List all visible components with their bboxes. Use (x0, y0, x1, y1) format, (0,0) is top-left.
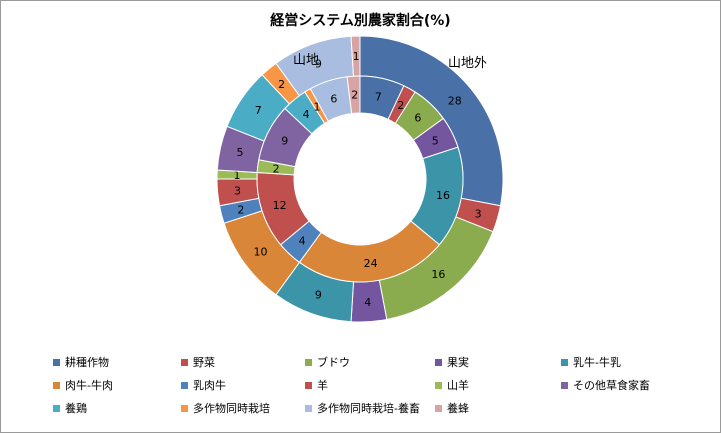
legend-swatch (53, 404, 60, 412)
chart-legend: 耕種作物 野菜 ブドウ 果実 乳牛-牛乳肉牛-牛肉 乳肉牛 羊 山羊 その他草食家畜養鶏 多作物同… (53, 353, 713, 417)
legend-swatch (53, 381, 60, 389)
legend-item: 耕種作物 (53, 353, 181, 371)
outer-ring-data-label-3: 4 (364, 296, 371, 309)
outer-series-label: 山地外 (448, 56, 487, 71)
legend-label: 耕種作物 (65, 356, 109, 369)
legend-item: ブドウ (305, 353, 435, 371)
inner-ring-data-label-2: 6 (414, 111, 421, 124)
outer-ring-data-label-9: 5 (236, 146, 243, 159)
legend-item: 山羊 (435, 376, 561, 394)
legend-swatch (435, 358, 442, 366)
inner-ring-data-label-8: 2 (273, 162, 280, 175)
outer-ring-data-label-12: 9 (315, 57, 322, 70)
outer-ring-data-label-10: 7 (255, 104, 262, 117)
inner-ring-data-label-6: 4 (299, 235, 306, 248)
legend-swatch (305, 358, 312, 366)
legend-swatch (305, 404, 312, 412)
legend-label: 多作物同時栽培-養畜 (317, 402, 420, 415)
legend-item: 羊 (305, 376, 435, 394)
legend-swatch (181, 381, 188, 389)
outer-ring-data-label-2: 16 (431, 268, 445, 281)
legend-item: 野菜 (181, 353, 305, 371)
legend-label: 山羊 (447, 379, 469, 392)
legend-label: 乳牛-牛乳 (573, 356, 621, 369)
legend-label: 養蜂 (447, 402, 469, 415)
outer-ring-data-label-13: 1 (353, 50, 360, 63)
legend-label: 多作物同時栽培 (193, 402, 270, 415)
inner-ring-data-label-4: 16 (436, 189, 450, 202)
legend-item: 養鶏 (53, 399, 181, 417)
chart-title: 経営システム別農家割合(%) (270, 13, 451, 29)
outer-ring-data-label-7: 3 (234, 185, 241, 198)
inner-ring-data-label-1: 2 (397, 99, 404, 112)
outer-ring-data-label-8: 1 (234, 169, 241, 182)
legend-item: 乳肉牛 (181, 376, 305, 394)
inner-ring-data-label-9: 9 (281, 135, 288, 148)
legend-swatch (305, 381, 312, 389)
legend-swatch (181, 358, 188, 366)
legend-swatch (181, 404, 188, 412)
legend-swatch (561, 358, 568, 366)
outer-ring-data-label-6: 2 (237, 204, 244, 217)
legend-item: 果実 (435, 353, 561, 371)
legend-swatch (435, 404, 442, 412)
legend-label: 乳肉牛 (193, 379, 226, 392)
inner-ring-data-label-3: 5 (432, 135, 439, 148)
legend-item: その他草食家畜 (561, 376, 711, 394)
legend-item: 多作物同時栽培-養畜 (305, 399, 435, 417)
outer-ring-data-label-4: 9 (315, 289, 322, 302)
inner-ring-data-label-5: 24 (364, 257, 378, 270)
outer-ring-data-label-0: 28 (448, 95, 462, 108)
legend-label: 羊 (317, 379, 328, 392)
legend-swatch (561, 381, 568, 389)
inner-ring-data-label-7: 12 (273, 199, 287, 212)
legend-item: 養蜂 (435, 399, 561, 417)
legend-label: ブドウ (317, 356, 350, 369)
inner-series-label: 山地 (293, 53, 319, 68)
legend-label: 養鶏 (65, 402, 87, 415)
inner-ring-data-label-10: 4 (303, 108, 310, 121)
inner-ring-slice-13 (346, 75, 361, 115)
legend-item: 乳牛-牛乳 (561, 353, 711, 371)
inner-ring-data-label-11: 1 (313, 100, 320, 113)
outer-ring-data-label-1: 3 (475, 207, 482, 220)
inner-ring-data-label-0: 7 (375, 91, 382, 104)
legend-label: 野菜 (193, 356, 215, 369)
inner-ring-data-label-13: 2 (351, 89, 358, 102)
legend-label: 果実 (447, 356, 469, 369)
legend-item: 肉牛-牛肉 (53, 376, 181, 394)
outer-ring-data-label-11: 2 (278, 78, 285, 91)
outer-ring-data-label-5: 10 (253, 245, 267, 258)
legend-label: 肉牛-牛肉 (65, 379, 113, 392)
legend-swatch (435, 381, 442, 389)
inner-ring-data-label-12: 6 (330, 93, 337, 106)
legend-item: 多作物同時栽培 (181, 399, 305, 417)
legend-label: その他草食家畜 (573, 379, 650, 392)
legend-swatch (53, 358, 60, 366)
